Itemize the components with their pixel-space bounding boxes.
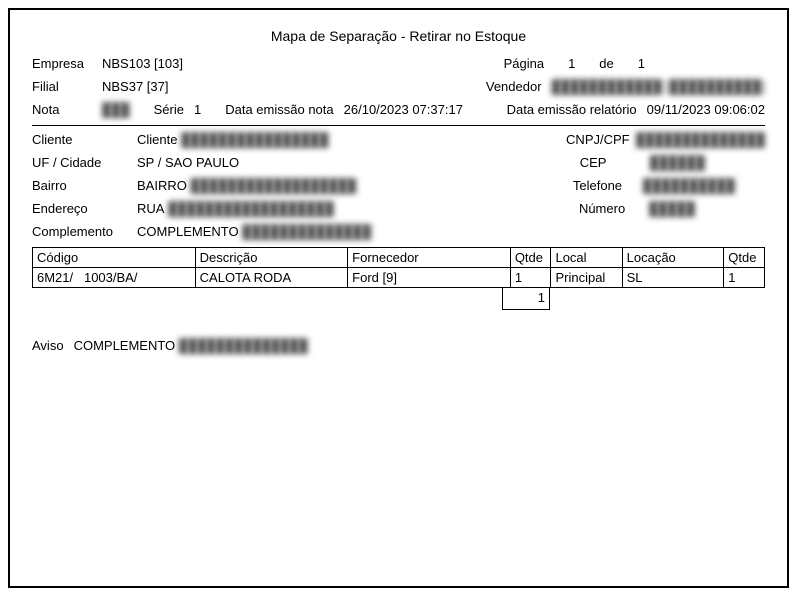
data-emissao-nota-value: 26/10/2023 07:37:17	[344, 102, 463, 117]
row-complemento: Complemento COMPLEMENTO ██████████████	[32, 224, 765, 239]
row-uf: UF / Cidade SP / SAO PAULO CEP ██████	[32, 155, 765, 170]
endereco-redacted: ██████████████████	[168, 201, 334, 216]
filial-label: Filial	[32, 79, 102, 94]
aviso-label: Aviso	[32, 338, 64, 353]
compl-redacted: ██████████████	[242, 224, 371, 239]
report-page: Mapa de Separação - Retirar no Estoque E…	[8, 8, 789, 588]
td-locacao: SL	[622, 268, 724, 288]
td-descricao: CALOTA RODA	[195, 268, 348, 288]
aviso-prefix: COMPLEMENTO	[74, 338, 176, 353]
bairro-label: Bairro	[32, 178, 137, 193]
cep-label: CEP	[580, 155, 650, 170]
td-fornecedor: Ford [9]	[348, 268, 511, 288]
empresa-label: Empresa	[32, 56, 102, 71]
serie-value: 1	[194, 102, 201, 117]
td-qtde: 1	[510, 268, 551, 288]
vendedor-value: ████████████ [██████████]	[552, 79, 765, 94]
data-emissao-rel-label: Data emissão relatório	[507, 102, 637, 117]
cnpj-value: ██████████████	[636, 132, 765, 147]
th-local: Local	[551, 248, 622, 268]
row-endereco: Endereço RUA ██████████████████ Número █…	[32, 201, 765, 216]
serie-label: Série	[154, 102, 184, 117]
row-empresa: Empresa NBS103 [103] Página 1 de 1	[32, 56, 765, 71]
pagina-num: 1	[568, 56, 575, 71]
compl-label: Complemento	[32, 224, 137, 239]
compl-prefix: COMPLEMENTO	[137, 224, 239, 239]
th-qtde: Qtde	[510, 248, 551, 268]
cliente-prefix: Cliente	[137, 132, 177, 147]
filial-value: NBS37 [37]	[102, 79, 169, 94]
numero-label: Número	[579, 201, 649, 216]
cliente-label: Cliente	[32, 132, 137, 147]
th-codigo: Código	[33, 248, 196, 268]
data-emissao-rel-value: 09/11/2023 09:06:02	[647, 102, 765, 117]
nota-value: ███	[102, 102, 130, 117]
row-nota: Nota ███ Série 1 Data emissão nota 26/10…	[32, 102, 765, 117]
nota-label: Nota	[32, 102, 102, 117]
cnpj-label: CNPJ/CPF	[566, 132, 636, 147]
row-aviso: Aviso COMPLEMENTO ██████████████	[32, 338, 765, 353]
numero-value: █████	[649, 201, 695, 216]
divider-1	[32, 125, 765, 126]
table-header-row: Código Descrição Fornecedor Qtde Local L…	[33, 248, 765, 268]
uf-value: SP / SAO PAULO	[137, 155, 239, 170]
endereco-prefix: RUA	[137, 201, 164, 216]
endereco-label: Endereço	[32, 201, 137, 216]
total-qtde: 1	[502, 288, 550, 310]
pagina-de: de	[599, 56, 613, 71]
table-row: 6M21/ 1003/BA/ CALOTA RODA Ford [9] 1 Pr…	[33, 268, 765, 288]
total-row: 1	[32, 288, 765, 310]
total-spacer	[32, 288, 502, 310]
report-title: Mapa de Separação - Retirar no Estoque	[32, 28, 765, 44]
data-emissao-nota-label: Data emissão nota	[225, 102, 333, 117]
row-bairro: Bairro BAIRRO ██████████████████ Telefon…	[32, 178, 765, 193]
empresa-value: NBS103 [103]	[102, 56, 183, 71]
pagina-label: Página	[504, 56, 544, 71]
tel-label: Telefone	[573, 178, 643, 193]
row-cliente: Cliente Cliente ████████████████ CNPJ/CP…	[32, 132, 765, 147]
th-descricao: Descrição	[195, 248, 348, 268]
th-qtde2: Qtde	[724, 248, 765, 268]
aviso-redacted: ██████████████	[179, 338, 308, 353]
th-locacao: Locação	[622, 248, 724, 268]
td-local: Principal	[551, 268, 622, 288]
cliente-redacted: ████████████████	[181, 132, 328, 147]
uf-label: UF / Cidade	[32, 155, 137, 170]
cep-value: ██████	[650, 155, 705, 170]
th-fornecedor: Fornecedor	[348, 248, 511, 268]
bairro-redacted: ██████████████████	[190, 178, 356, 193]
td-qtde2: 1	[724, 268, 765, 288]
bairro-prefix: BAIRRO	[137, 178, 187, 193]
tel-value: ██████████	[643, 178, 735, 193]
pagina-total: 1	[638, 56, 645, 71]
row-filial: Filial NBS37 [37] Vendedor ████████████ …	[32, 79, 765, 94]
vendedor-label: Vendedor	[486, 79, 542, 94]
td-codigo: 6M21/ 1003/BA/	[33, 268, 196, 288]
items-table: Código Descrição Fornecedor Qtde Local L…	[32, 247, 765, 288]
